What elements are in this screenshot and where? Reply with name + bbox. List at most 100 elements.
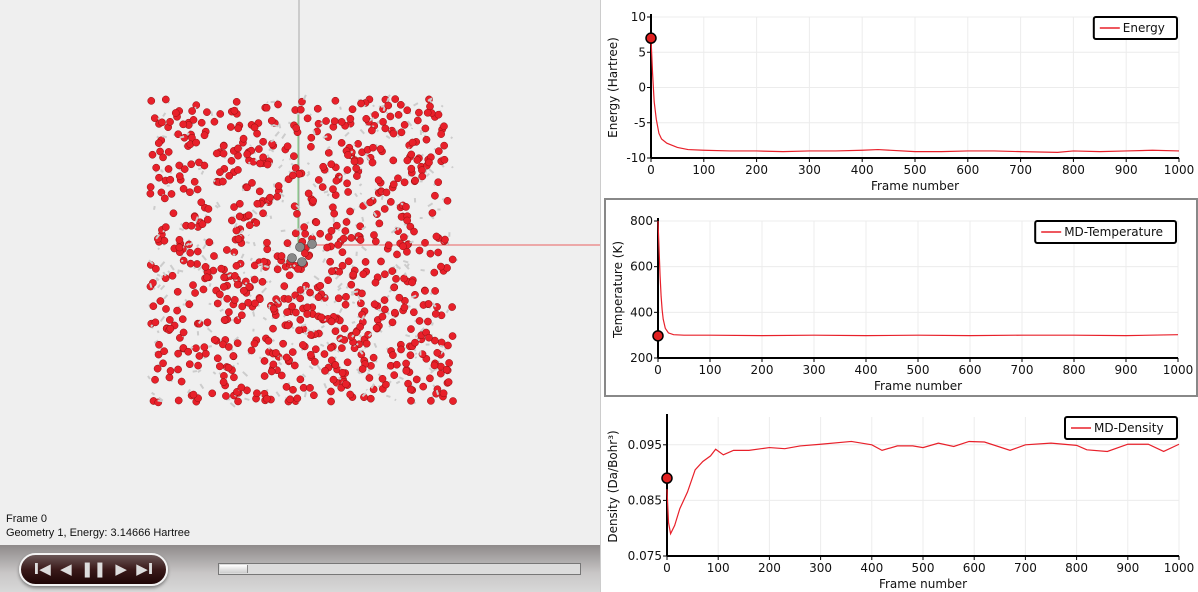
- pause-icon[interactable]: ❚❚: [80, 560, 107, 578]
- oxygen-atom: [358, 365, 367, 373]
- oxygen-atom: [245, 282, 254, 291]
- oxygen-atom: [421, 124, 430, 133]
- oxygen-atom: [406, 385, 415, 394]
- oxygen-atom: [331, 327, 340, 336]
- h-bond: [208, 283, 212, 287]
- h-bond: [179, 135, 185, 139]
- oxygen-atom: [178, 315, 187, 324]
- legend-label: MD-Density: [1094, 421, 1164, 435]
- oxygen-atom: [426, 102, 434, 111]
- frame-slider[interactable]: [218, 563, 581, 575]
- oxygen-atom: [235, 212, 244, 221]
- water-molecules: [146, 94, 458, 408]
- slider-thumb[interactable]: [220, 565, 248, 573]
- oxygen-atom: [166, 367, 175, 375]
- h-bond: [152, 287, 156, 290]
- h-bond: [186, 388, 191, 394]
- density-plot[interactable]: 0 100 200 300 400 500 600 700 800 900 1000 0.095 0.0…: [601, 397, 1198, 592]
- x-tick-label: 600: [956, 163, 979, 177]
- oxygen-atom: [400, 303, 409, 312]
- oxygen-atom: [192, 344, 200, 353]
- h-bond: [233, 336, 240, 342]
- skip-to-start-icon[interactable]: I◀: [33, 560, 51, 578]
- oxygen-atom: [375, 219, 384, 228]
- h-bond: [373, 342, 378, 348]
- oxygen-atom: [230, 248, 239, 257]
- oxygen-atom: [409, 308, 418, 317]
- oxygen-atom: [394, 174, 402, 183]
- oxygen-atom: [449, 397, 457, 405]
- oxygen-atom: [174, 365, 182, 374]
- current-frame-marker: [652, 330, 664, 342]
- oxygen-atom: [392, 274, 400, 283]
- oxygen-atom: [346, 114, 355, 123]
- h-bond: [377, 308, 383, 313]
- oxygen-atom: [421, 238, 429, 247]
- h-bond: [406, 120, 413, 127]
- oxygen-atom: [146, 183, 155, 191]
- h-bond: [280, 229, 286, 233]
- oxygen-atom: [162, 305, 170, 313]
- energy-plot[interactable]: 0 100 200 300 400 500 600 700 800 900 1000 10 5 0 -5 -1…: [601, 0, 1198, 198]
- oxygen-atom: [237, 311, 246, 320]
- h-bond: [274, 131, 280, 137]
- h-bond: [357, 371, 361, 375]
- y-tick-label: 0.085: [628, 493, 662, 507]
- h-bond: [301, 373, 307, 378]
- oxygen-atom: [301, 229, 310, 238]
- oxygen-atom: [426, 249, 435, 258]
- oxygen-atom: [219, 283, 228, 291]
- oxygen-atom: [381, 124, 390, 133]
- oxygen-atom: [173, 287, 182, 296]
- h-bond: [275, 298, 281, 305]
- h-bond: [147, 375, 151, 380]
- step-forward-icon[interactable]: ▶: [115, 560, 127, 578]
- x-tick-label: 900: [1116, 561, 1139, 575]
- oxygen-atom: [366, 198, 374, 207]
- h-bond: [430, 368, 437, 374]
- step-back-icon[interactable]: ◀: [60, 560, 72, 578]
- temperature-plot[interactable]: 0 100 200 300 400 500 600 700 800 900 1000 800 600 40…: [604, 198, 1198, 397]
- molecule-viewer[interactable]: Frame 0 Geometry 1, Energy: 3.14666 Hart…: [0, 0, 600, 545]
- oxygen-atom: [403, 156, 412, 165]
- oxygen-atom: [329, 203, 337, 212]
- h-bond: [201, 254, 207, 261]
- oxygen-atom: [166, 175, 175, 184]
- oxygen-atom: [380, 205, 389, 213]
- skip-to-end-icon[interactable]: ▶I: [136, 560, 154, 578]
- oxygen-atom: [223, 294, 232, 303]
- oxygen-atom: [347, 234, 356, 242]
- oxygen-atom: [392, 360, 401, 369]
- oxygen-atom: [412, 375, 421, 384]
- x-tick-label: 0: [654, 363, 662, 377]
- h-bond: [188, 241, 194, 246]
- oxygen-atom: [185, 360, 194, 369]
- oxygen-atom: [203, 108, 211, 116]
- h-bond: [249, 257, 253, 262]
- oxygen-atom: [174, 349, 182, 358]
- oxygen-atom: [169, 209, 178, 218]
- h-bond: [306, 172, 311, 177]
- h-bond: [372, 104, 375, 108]
- y-tick-label: 800: [630, 214, 653, 228]
- oxygen-atom: [431, 310, 440, 318]
- h-bond: [210, 111, 214, 117]
- oxygen-atom: [277, 252, 286, 260]
- oxygen-atom: [160, 347, 168, 356]
- oxygen-atom: [425, 158, 433, 167]
- h-bond: [251, 209, 258, 215]
- geometry-energy-label: Geometry 1, Energy: 3.14666 Hartree: [6, 527, 191, 539]
- x-tick-label: 900: [1115, 163, 1138, 177]
- oxygen-atom: [175, 172, 184, 180]
- oxygen-atom: [243, 150, 252, 159]
- molecule-canvas[interactable]: [0, 0, 600, 545]
- h-bond: [361, 245, 368, 252]
- oxygen-atom: [346, 390, 355, 399]
- oxygen-atom: [210, 252, 218, 260]
- oxygen-atom: [230, 106, 239, 115]
- oxygen-atom: [237, 383, 246, 392]
- oxygen-atom: [232, 226, 241, 235]
- y-axis-label: Density (Da/Bohr³): [606, 430, 620, 542]
- oxygen-atom: [335, 267, 344, 276]
- oxygen-atom: [230, 272, 239, 280]
